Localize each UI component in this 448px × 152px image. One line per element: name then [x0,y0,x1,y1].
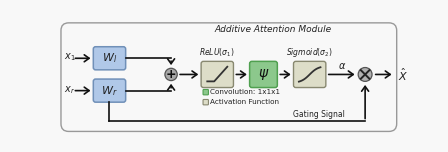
FancyBboxPatch shape [201,61,233,88]
Text: $ReLU(\sigma_1)$: $ReLU(\sigma_1)$ [199,47,235,59]
Text: +: + [166,68,177,81]
Text: $\psi$: $\psi$ [258,67,269,82]
Circle shape [358,67,372,81]
FancyBboxPatch shape [203,99,208,105]
Text: $\alpha$: $\alpha$ [338,61,346,71]
Text: $Sigmoid(\sigma_2)$: $Sigmoid(\sigma_2)$ [286,46,333,59]
Text: $\hat{X}$: $\hat{X}$ [398,66,409,83]
Text: $W_r$: $W_r$ [101,84,118,98]
Text: Convolution: 1x1x1: Convolution: 1x1x1 [211,89,280,95]
FancyBboxPatch shape [293,61,326,88]
FancyBboxPatch shape [93,47,125,70]
Text: $x_r$: $x_r$ [64,84,75,96]
FancyBboxPatch shape [203,90,208,95]
Text: $W_l$: $W_l$ [102,51,117,65]
FancyBboxPatch shape [250,61,277,88]
FancyBboxPatch shape [61,23,396,131]
Text: Additive Attention Module: Additive Attention Module [214,25,331,34]
FancyBboxPatch shape [93,79,125,102]
Text: $x_1$: $x_1$ [64,52,76,63]
Text: Gating Signal: Gating Signal [293,110,345,119]
Circle shape [165,68,177,81]
Text: Activation Function: Activation Function [211,99,280,105]
